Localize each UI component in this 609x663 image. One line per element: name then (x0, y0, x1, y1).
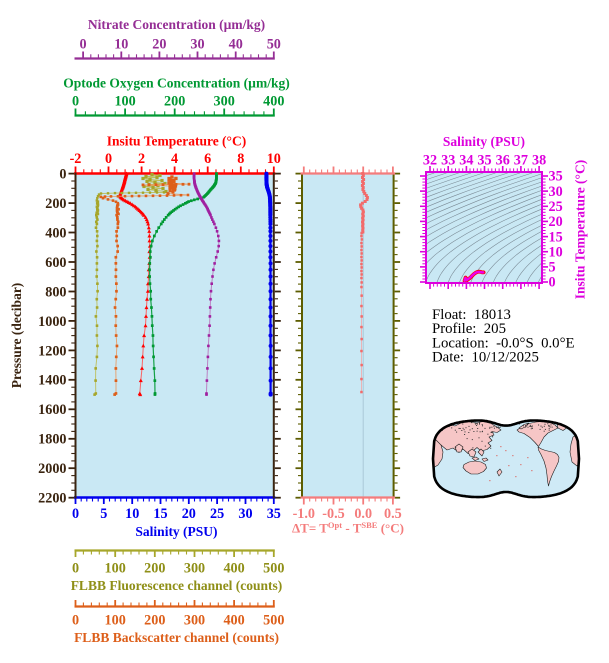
svg-text:0: 0 (72, 506, 79, 522)
svg-text:2: 2 (138, 151, 145, 167)
svg-text:30: 30 (549, 184, 563, 200)
svg-text:100: 100 (114, 94, 135, 110)
svg-text:400: 400 (223, 561, 244, 577)
svg-text:5: 5 (549, 260, 556, 276)
svg-text:300: 300 (184, 561, 205, 577)
svg-text:10: 10 (125, 506, 139, 522)
svg-text:5: 5 (100, 506, 107, 522)
svg-text:Nitrate Concentration (µm/kg): Nitrate Concentration (µm/kg) (88, 17, 265, 32)
svg-text:Optode Oxygen Concentration (µ: Optode Oxygen Concentration (µm/kg) (63, 76, 289, 91)
svg-text:2200: 2200 (38, 491, 66, 507)
svg-text:1800: 1800 (38, 432, 66, 448)
svg-text:40: 40 (229, 36, 243, 52)
svg-text:300: 300 (214, 94, 235, 110)
svg-text:30: 30 (190, 36, 204, 52)
svg-text:ΔT= TOpt - TSBE (°C): ΔT= TOpt - TSBE (°C) (292, 520, 404, 536)
svg-text:6: 6 (204, 151, 211, 167)
svg-text:2000: 2000 (38, 461, 66, 477)
svg-text:200: 200 (144, 613, 165, 629)
svg-text:33: 33 (441, 152, 455, 168)
svg-text:-2: -2 (70, 151, 82, 167)
svg-text:FLBB Fluorescence channel (cou: FLBB Fluorescence channel (counts) (71, 578, 283, 593)
svg-text:500: 500 (263, 561, 284, 577)
svg-text:0: 0 (105, 151, 112, 167)
svg-text:0: 0 (549, 275, 556, 291)
svg-text:50: 50 (267, 36, 281, 52)
svg-text:20: 20 (152, 36, 166, 52)
svg-text:4: 4 (171, 151, 178, 167)
svg-text:15: 15 (153, 506, 167, 522)
svg-text:FLBB Backscatter channel (coun: FLBB Backscatter channel (counts) (74, 630, 279, 645)
svg-text:400: 400 (263, 94, 284, 110)
svg-text:0: 0 (72, 561, 79, 577)
svg-text:15: 15 (549, 229, 563, 245)
svg-text:36: 36 (496, 152, 510, 168)
svg-text:10: 10 (114, 36, 128, 52)
svg-text:Profile: 205: Profile: 205 (432, 321, 506, 337)
svg-text:30: 30 (238, 506, 252, 522)
svg-text:100: 100 (105, 613, 126, 629)
svg-text:0.0: 0.0 (354, 506, 372, 522)
svg-text:35: 35 (267, 506, 281, 522)
svg-text:Float: 18013: Float: 18013 (432, 307, 511, 323)
svg-text:800: 800 (45, 284, 66, 300)
svg-text:25: 25 (549, 199, 563, 215)
svg-text:600: 600 (45, 255, 66, 271)
svg-text:-1.0: -1.0 (293, 506, 315, 522)
svg-text:8: 8 (237, 151, 244, 167)
svg-text:0: 0 (72, 613, 79, 629)
svg-text:32: 32 (423, 152, 437, 168)
svg-text:10: 10 (549, 244, 563, 260)
svg-text:Date: 10/12/2025: Date: 10/12/2025 (432, 350, 539, 366)
svg-text:0.5: 0.5 (384, 506, 402, 522)
svg-text:25: 25 (210, 506, 224, 522)
svg-text:100: 100 (105, 561, 126, 577)
svg-text:Location: -0.0°S 0.0°E: Location: -0.0°S 0.0°E (432, 336, 575, 352)
svg-text:0: 0 (59, 167, 66, 183)
svg-text:200: 200 (144, 561, 165, 577)
svg-text:0: 0 (72, 94, 79, 110)
svg-text:400: 400 (45, 225, 66, 241)
svg-text:10: 10 (267, 151, 281, 167)
svg-text:400: 400 (223, 613, 244, 629)
svg-text:20: 20 (182, 506, 196, 522)
svg-text:300: 300 (184, 613, 205, 629)
svg-text:Insitu Temperature (°C): Insitu Temperature (°C) (107, 133, 246, 148)
svg-text:200: 200 (45, 196, 66, 212)
svg-text:-0.5: -0.5 (322, 506, 344, 522)
svg-text:Salinity (PSU): Salinity (PSU) (135, 524, 217, 539)
svg-text:200: 200 (164, 94, 185, 110)
svg-text:500: 500 (263, 613, 284, 629)
svg-text:Insitu Temperature (°C): Insitu Temperature (°C) (573, 160, 588, 299)
svg-text:35: 35 (477, 152, 491, 168)
svg-text:0: 0 (80, 36, 87, 52)
svg-text:1200: 1200 (38, 343, 66, 359)
svg-text:35: 35 (549, 169, 563, 185)
svg-text:20: 20 (549, 214, 563, 230)
svg-text:1600: 1600 (38, 402, 66, 418)
svg-text:37: 37 (514, 152, 528, 168)
svg-text:1400: 1400 (38, 373, 66, 389)
svg-text:Salinity (PSU): Salinity (PSU) (443, 134, 525, 149)
svg-text:1000: 1000 (38, 314, 66, 330)
svg-text:34: 34 (459, 152, 473, 168)
svg-text:38: 38 (532, 152, 546, 168)
svg-text:Pressure (decibar): Pressure (decibar) (9, 283, 24, 389)
